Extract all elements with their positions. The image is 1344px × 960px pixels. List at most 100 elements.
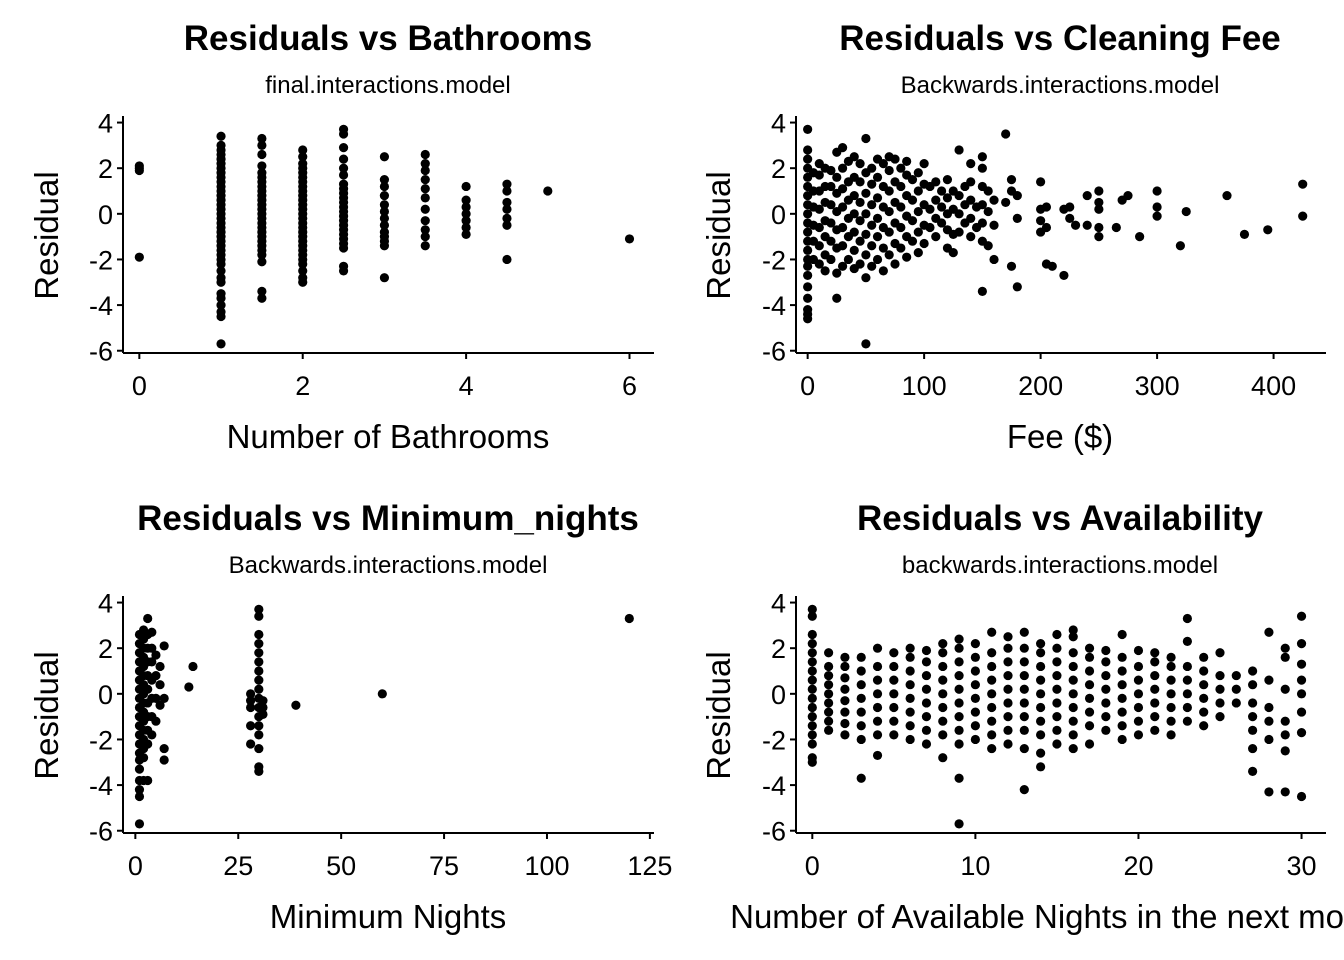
scatter-point	[1182, 613, 1192, 624]
scatter-point	[502, 220, 512, 230]
scatter-point	[461, 202, 471, 212]
y-axis-label: Residual	[28, 651, 65, 779]
scatter-point	[954, 684, 964, 694]
scatter-point	[977, 152, 987, 162]
scatter-point	[970, 734, 980, 745]
scatter-point	[867, 200, 877, 210]
scatter-point	[803, 282, 813, 292]
scatter-point	[824, 698, 834, 708]
scatter-point	[254, 684, 264, 694]
scatter-point	[989, 195, 999, 205]
scatter-point	[155, 700, 165, 710]
scatter-point	[849, 227, 859, 237]
scatter-point	[1117, 693, 1127, 703]
scatter-point	[861, 209, 871, 219]
scatter-point	[257, 133, 267, 144]
scatter-point	[840, 718, 850, 729]
scatter-point	[1052, 657, 1062, 667]
scatter-point	[420, 193, 430, 203]
scatter-point	[1019, 698, 1029, 708]
scatter-point	[1052, 725, 1062, 735]
scatter-points	[803, 124, 1308, 349]
scatter-point	[1166, 661, 1176, 672]
scatter-point	[258, 696, 268, 706]
scatter-point	[855, 216, 865, 226]
scatter-point	[954, 670, 964, 681]
scatter-point	[1117, 707, 1127, 717]
scatter-point	[1280, 643, 1290, 653]
scatter-point	[987, 627, 997, 637]
scatter-point	[913, 227, 923, 237]
scatter-point	[814, 222, 824, 233]
scatter-point	[257, 140, 267, 150]
scatter-point	[216, 307, 226, 317]
scatter-point	[1036, 639, 1046, 649]
scatter-point	[837, 184, 848, 194]
scatter-point	[954, 190, 964, 201]
scatter-point	[1068, 743, 1078, 754]
scatter-point	[254, 730, 264, 740]
scatter-point	[872, 730, 883, 740]
scatter-point	[840, 661, 850, 672]
scatter-point	[1101, 670, 1111, 681]
scatter-point	[246, 702, 256, 713]
scatter-point	[1101, 712, 1111, 722]
scatter-point	[987, 743, 997, 754]
scatter-point	[807, 739, 817, 749]
scatter-point	[420, 159, 430, 169]
scatter-point	[1012, 213, 1022, 223]
scatter-point	[338, 163, 349, 173]
scatter-point	[254, 611, 264, 621]
scatter-point	[1215, 670, 1225, 681]
scatter-point	[954, 227, 964, 237]
scatter-points	[134, 604, 634, 829]
scatter-point	[1047, 261, 1057, 271]
scatter-point	[1150, 670, 1160, 681]
scatter-point	[1117, 680, 1127, 690]
scatter-point	[1052, 643, 1062, 653]
scatter-point	[954, 739, 964, 749]
scatter-point	[1068, 632, 1078, 642]
scatter-point	[1296, 675, 1307, 685]
scatter-point	[1117, 721, 1127, 731]
scatter-point	[861, 339, 871, 349]
scatter-point	[216, 266, 226, 276]
scatter-point	[254, 743, 264, 754]
scatter-point	[849, 209, 859, 219]
scatter-point	[1166, 716, 1176, 726]
scatter-point	[983, 206, 993, 217]
scatter-point	[878, 159, 888, 169]
scatter-point	[1036, 762, 1046, 772]
scatter-point	[905, 693, 915, 703]
scatter-point	[298, 159, 308, 169]
scatter-point	[338, 143, 349, 153]
y-tick-label: 2	[98, 154, 113, 184]
scatter-point	[1264, 675, 1274, 685]
scatter-point	[1133, 661, 1144, 672]
scatter-point	[938, 716, 948, 726]
scatter-point	[1248, 712, 1258, 722]
scatter-point	[420, 149, 430, 160]
scatter-point	[461, 229, 471, 239]
scatter-point	[954, 725, 964, 735]
scatter-point	[867, 241, 877, 251]
scatter-point	[1036, 689, 1046, 699]
y-tick-label: 4	[98, 589, 113, 619]
scatter-point	[379, 220, 390, 230]
scatter-point	[1001, 197, 1011, 208]
chart-subtitle: Backwards.interactions.model	[901, 72, 1220, 99]
scatter-point	[921, 739, 932, 749]
scatter-point	[803, 209, 813, 219]
scatter-point	[1019, 725, 1029, 735]
scatter-point	[987, 689, 997, 699]
scatter-point	[925, 222, 935, 233]
scatter-point	[1182, 675, 1192, 685]
x-tick-label: 20	[1123, 851, 1153, 881]
scatter-point	[1084, 643, 1095, 653]
scatter-point	[254, 604, 264, 615]
scatter-point	[803, 154, 813, 164]
scatter-point	[1003, 670, 1013, 681]
y-tick-label: 2	[771, 154, 786, 184]
scatter-point	[826, 236, 836, 246]
scatter-point	[1248, 725, 1258, 735]
